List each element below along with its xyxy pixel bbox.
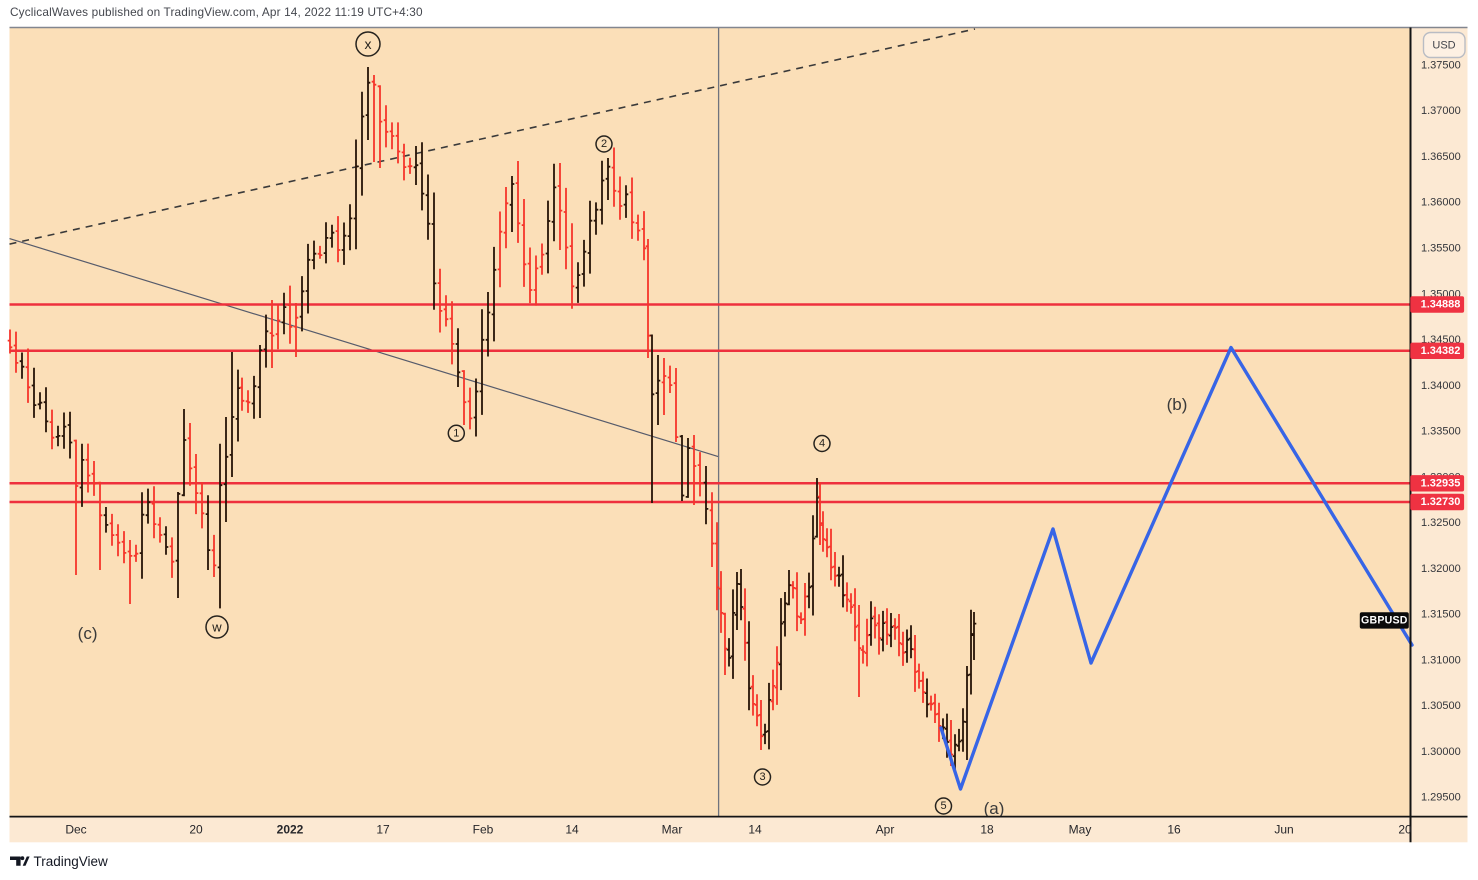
svg-text:x: x — [365, 36, 372, 52]
svg-text:w: w — [211, 620, 222, 635]
svg-text:(c): (c) — [78, 624, 98, 643]
svg-text:4: 4 — [819, 438, 825, 450]
svg-text:1.30500: 1.30500 — [1421, 700, 1461, 712]
svg-text:1.35500: 1.35500 — [1421, 242, 1461, 254]
svg-text:17: 17 — [376, 823, 390, 837]
svg-text:1.32730: 1.32730 — [1421, 496, 1461, 508]
svg-text:Jun: Jun — [1274, 823, 1293, 837]
svg-text:1.36000: 1.36000 — [1421, 197, 1461, 209]
svg-text:1.37500: 1.37500 — [1421, 59, 1461, 71]
svg-text:1.32000: 1.32000 — [1421, 563, 1461, 575]
svg-text:1.31000: 1.31000 — [1421, 654, 1461, 666]
svg-text:5: 5 — [940, 800, 946, 812]
svg-text:GBPUSD: GBPUSD — [1361, 615, 1408, 627]
svg-text:2022: 2022 — [277, 823, 304, 837]
svg-text:1.31500: 1.31500 — [1421, 609, 1461, 621]
svg-text:20: 20 — [189, 823, 203, 837]
svg-text:1.30000: 1.30000 — [1421, 746, 1461, 758]
svg-text:Mar: Mar — [662, 823, 683, 837]
svg-text:16: 16 — [1167, 823, 1181, 837]
svg-text:14: 14 — [565, 823, 579, 837]
svg-text:Feb: Feb — [473, 823, 494, 837]
svg-text:1.32500: 1.32500 — [1421, 517, 1461, 529]
svg-text:20: 20 — [1398, 823, 1412, 837]
svg-text:14: 14 — [748, 823, 762, 837]
svg-text:18: 18 — [980, 823, 994, 837]
svg-text:1.37000: 1.37000 — [1421, 105, 1461, 117]
svg-text:1.29500: 1.29500 — [1421, 792, 1461, 804]
svg-text:(b): (b) — [1167, 395, 1188, 414]
svg-text:TradingView: TradingView — [34, 854, 109, 869]
svg-text:USD: USD — [1432, 40, 1455, 52]
svg-text:1.36500: 1.36500 — [1421, 151, 1461, 163]
svg-text:1.34382: 1.34382 — [1421, 345, 1461, 357]
svg-text:Apr: Apr — [876, 823, 895, 837]
svg-text:May: May — [1069, 823, 1092, 837]
svg-text:1: 1 — [453, 427, 459, 439]
svg-text:3: 3 — [759, 771, 765, 783]
svg-text:(a): (a) — [984, 799, 1005, 818]
svg-text:1.34000: 1.34000 — [1421, 380, 1461, 392]
svg-text:2: 2 — [601, 138, 607, 150]
svg-text:1.34888: 1.34888 — [1421, 299, 1461, 311]
svg-text:1.32935: 1.32935 — [1421, 477, 1461, 489]
svg-text:1.33500: 1.33500 — [1421, 426, 1461, 438]
svg-text:Dec: Dec — [65, 823, 86, 837]
